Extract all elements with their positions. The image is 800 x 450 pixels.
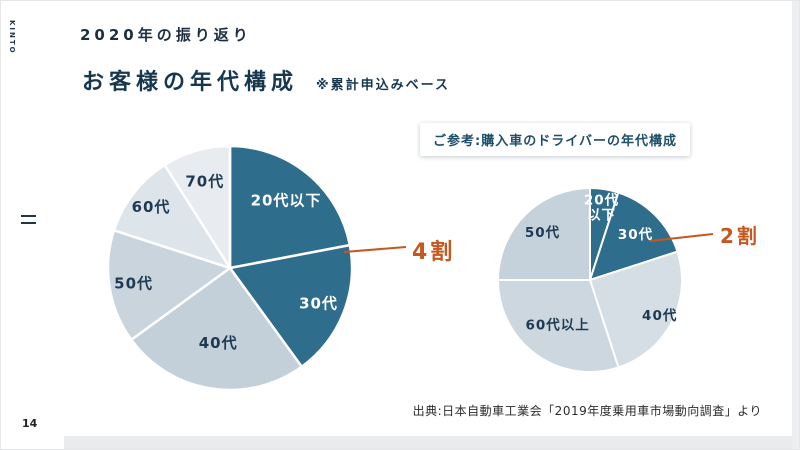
pie-slice [589, 250, 683, 369]
pie-slice [106, 229, 232, 341]
pie-slice-label: 40代 [199, 334, 238, 352]
heading-note: ※累計申込みベース [316, 78, 451, 93]
pie-slice [228, 144, 352, 270]
pie-slice-label: 60代以上 [525, 316, 589, 333]
logo-mark-icon [21, 215, 36, 229]
pie-slice-label: 20代以下 [584, 191, 619, 223]
slide-edge-bottom [64, 436, 800, 450]
pie-slice-label: 70代 [185, 173, 224, 191]
annotation-2wari: 2割 [720, 224, 760, 248]
page-number: 14 [22, 417, 38, 430]
pie-slice-label: 50代 [525, 224, 560, 241]
brand-logo-text: KINTO [8, 20, 16, 55]
pie-slice [228, 243, 354, 368]
pie-slice-label: 60代 [132, 198, 171, 216]
pie-slice-label: 50代 [114, 275, 153, 293]
customers-pie-chart: 20代以下 30代 40代 50代 60代 70代 [106, 144, 354, 392]
slide-edge-right [792, 0, 800, 450]
reference-pie-chart: 20代以下 30代 40代 60代以上 50代 [497, 187, 683, 373]
pie-slice-label: 30代 [618, 226, 653, 243]
dashed-divider [229, 244, 350, 269]
pie-slice-label: 40代 [642, 307, 677, 324]
reference-chart-label: ご参考:購入車のドライバーの年代構成 [420, 123, 690, 156]
logo-line [21, 215, 36, 217]
pie-slice [497, 187, 591, 281]
pie-slice [163, 144, 232, 270]
heading-row: お客様の年代構成 ※累計申込みベース [82, 64, 450, 96]
pie-slice [130, 266, 303, 392]
annotation-4wari: 4割 [412, 240, 456, 265]
slide-section-title: 2020年の振り返り [80, 26, 252, 44]
page-title: お客様の年代構成 [82, 70, 299, 95]
dashed-divider [589, 192, 620, 281]
pie-slice [497, 279, 620, 373]
logo-line [21, 222, 36, 224]
pie-slice-label: 20代以下 [251, 192, 322, 210]
pie-slice [112, 163, 232, 270]
source-citation: 出典:日本自動車工業会「2019年度乗用車市場動向調査」より [412, 404, 762, 418]
pie-slice-label: 30代 [299, 294, 338, 312]
